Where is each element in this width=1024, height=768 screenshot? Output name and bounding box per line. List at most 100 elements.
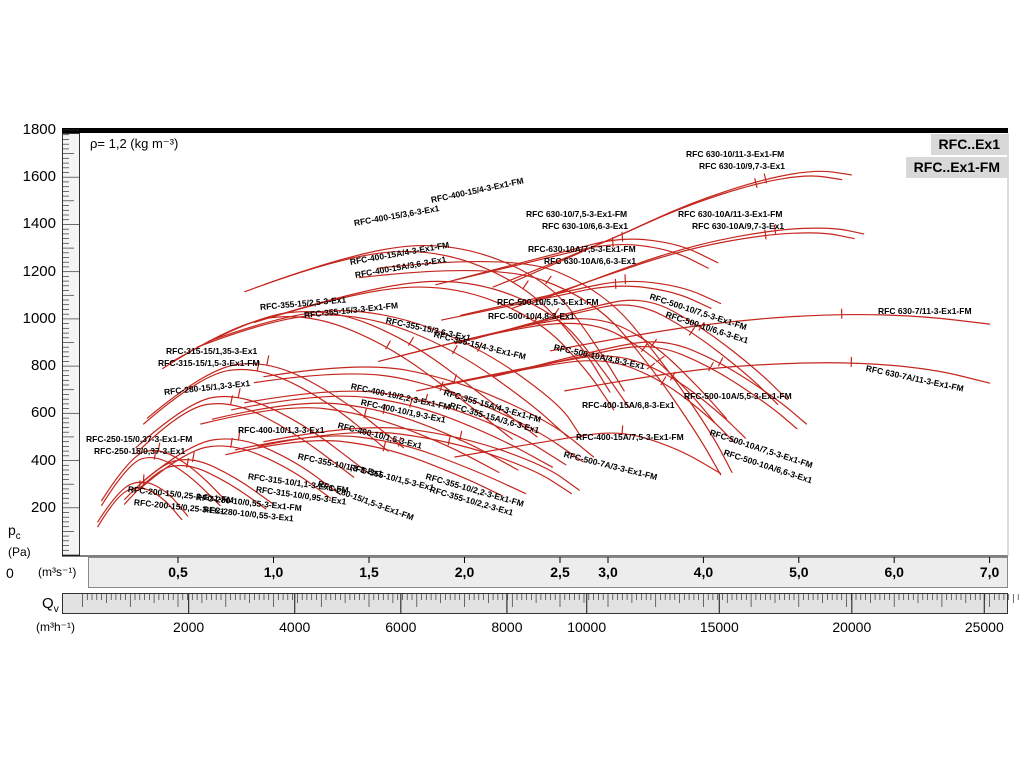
y-tick-label: 200	[30, 498, 56, 516]
origin-zero-label: 0	[6, 565, 14, 581]
curve-label: RFC-500-7A/3-3-Ex1-FM	[562, 449, 659, 483]
curve-label: RFC 630-10/7,5-3-Ex1-FM	[526, 209, 628, 219]
duty-mark	[708, 362, 714, 372]
x-tick-label-m3h: 15000	[699, 619, 739, 635]
duty-mark	[545, 275, 552, 285]
curve-label: RFC-315-15/1,35-3-Ex1	[166, 346, 258, 356]
curve-label: RFC-250-15/0,37-3-Ex1	[94, 446, 186, 456]
x-tick-label-m3s: 0,5	[168, 564, 188, 580]
duty-mark	[447, 435, 451, 446]
curve-label: RFC-250-15/0,37-3-Ex1-FM	[86, 434, 193, 444]
curve	[511, 341, 807, 425]
x-tick-label-m3s: 6,0	[884, 564, 904, 580]
duty-mark	[363, 408, 367, 419]
legend-rfc-ex1-fm: RFC..Ex1-FM	[905, 157, 1008, 178]
y-axis-symbol: p	[8, 522, 16, 538]
x-tick-label-m3s: 2,5	[550, 564, 570, 580]
duty-mark	[230, 395, 233, 406]
duty-mark	[452, 374, 457, 384]
y-axis-ruler	[62, 133, 80, 556]
curve-label: RFC 630-7A/11-3-Ex1-FM	[864, 363, 965, 394]
duty-mark	[439, 381, 444, 392]
duty-mark	[142, 474, 145, 485]
flow-axis-symbol: Q	[42, 595, 54, 612]
x-axis-band-m3s	[88, 557, 1008, 588]
curve-label: RFC-400-10/1,5-3-Ex1	[336, 420, 424, 451]
x-tick-label-m3h: 8000	[491, 619, 523, 635]
x-tick-label-m3h: 25000	[964, 619, 1004, 635]
duty-mark	[459, 430, 463, 441]
duty-mark	[452, 345, 458, 355]
curve-label: RFC-500-10/4,8-3-Ex1	[488, 311, 575, 321]
duty-mark	[522, 280, 529, 289]
y-tick-label: 1800	[22, 121, 56, 138]
x-tick-label-m3s: 5,0	[789, 564, 809, 580]
legend-rfc-ex1: RFC..Ex1	[930, 134, 1008, 155]
curve-label: RFC 630-10A/9,7-3-Ex1	[692, 221, 785, 231]
duty-mark	[382, 441, 386, 452]
x-tick-label-m3h: 4000	[279, 619, 311, 635]
duty-mark	[385, 340, 391, 350]
y-tick-label: 1000	[22, 309, 56, 327]
y-tick-label: 400	[30, 451, 56, 469]
y-tick-label: 600	[30, 404, 56, 422]
curve-label: RFC-400-10/1,3-3-Ex1	[238, 425, 325, 435]
y-axis-symbol-sub: c	[15, 530, 21, 542]
curve-label: RFC 630-10A/6,6-3-Ex1	[544, 256, 637, 266]
x-axis-unit-m3s: (m³s⁻¹)	[38, 565, 77, 579]
y-tick-label: 1400	[22, 215, 56, 233]
curve	[244, 250, 611, 393]
curve-label: RFC-500-10/5,5-3-Ex1-FM	[497, 297, 599, 307]
x-tick-label-m3s: 3,0	[598, 564, 618, 580]
curve-label: RFC-630-10A/7,5-3-Ex1-FM	[528, 244, 636, 254]
curve-label: RFC 630-10/6,6-3-Ex1	[542, 221, 628, 231]
x-tick-label-m3h: 6000	[385, 619, 417, 635]
curve-label: RFC-500-10A/5,5-3-Ex1-FM	[684, 391, 792, 401]
duty-mark	[646, 362, 656, 370]
y-axis-title: pc (Pa)	[8, 523, 31, 560]
plot-top-border	[62, 128, 1008, 133]
curve-label: RFC 630-7/11-3-Ex1-FM	[878, 306, 972, 316]
duty-mark	[656, 355, 665, 363]
x-tick-label-m3h: 20000	[832, 619, 872, 635]
duty-mark	[186, 457, 189, 468]
duty-mark	[669, 371, 676, 381]
curve-label: RFC 630-10A/11-3-Ex1-FM	[678, 209, 783, 219]
duty-mark	[621, 231, 624, 242]
duty-mark	[763, 173, 768, 184]
density-note: ρ= 1,2 (kg m⁻³)	[90, 136, 179, 151]
curve-label: RFC-315-15/1,5-3-Ex1-FM	[158, 358, 260, 368]
duty-mark	[237, 388, 241, 399]
duty-mark	[764, 229, 767, 240]
x-tick-label-m3h: 10000	[567, 619, 607, 635]
y-tick-label: 1600	[22, 168, 56, 186]
duty-mark	[266, 355, 270, 366]
x-tick-label-m3s: 1,0	[263, 564, 284, 580]
duty-mark	[717, 357, 724, 367]
x-tick-label-m3h: 2000	[173, 619, 205, 635]
curve-label: RFC-280-15/1,3-3-Ex1	[163, 377, 251, 397]
duty-mark	[650, 338, 658, 348]
curve-label: RFC-355-10/1,5-3-Ex1	[348, 462, 436, 493]
duty-mark	[408, 336, 414, 346]
flow-axis-symbol-sub: v	[53, 603, 59, 615]
x-axis-unit-m3h: (m³h⁻¹)	[36, 620, 75, 634]
curve-label: RFC 630-10/11-3-Ex1-FM	[686, 149, 785, 159]
curve-label: RFC-355-15/4-3-Ex1-FM	[432, 329, 527, 362]
duty-mark	[191, 452, 195, 462]
x-axis-ruler	[62, 593, 1008, 614]
x-tick-label-m3s: 4,0	[693, 564, 714, 580]
curve-label: RFC 630-10/9,7-3-Ex1	[699, 161, 785, 171]
curve-label: RFC-400-15/3,6-3-Ex1	[353, 203, 441, 228]
y-axis-unit: (Pa)	[8, 544, 31, 559]
curve	[549, 313, 991, 352]
y-tick-label: 1200	[22, 262, 56, 280]
y-tick-label: 800	[30, 357, 56, 375]
x-tick-label-m3s: 2,0	[454, 564, 475, 580]
curve-label: RFC-400-15A/6,8-3-Ex1	[582, 400, 675, 410]
curve	[492, 175, 843, 288]
x-tick-label-m3s: 7,0	[979, 564, 1000, 580]
flow-axis-title: Qv	[42, 595, 59, 615]
